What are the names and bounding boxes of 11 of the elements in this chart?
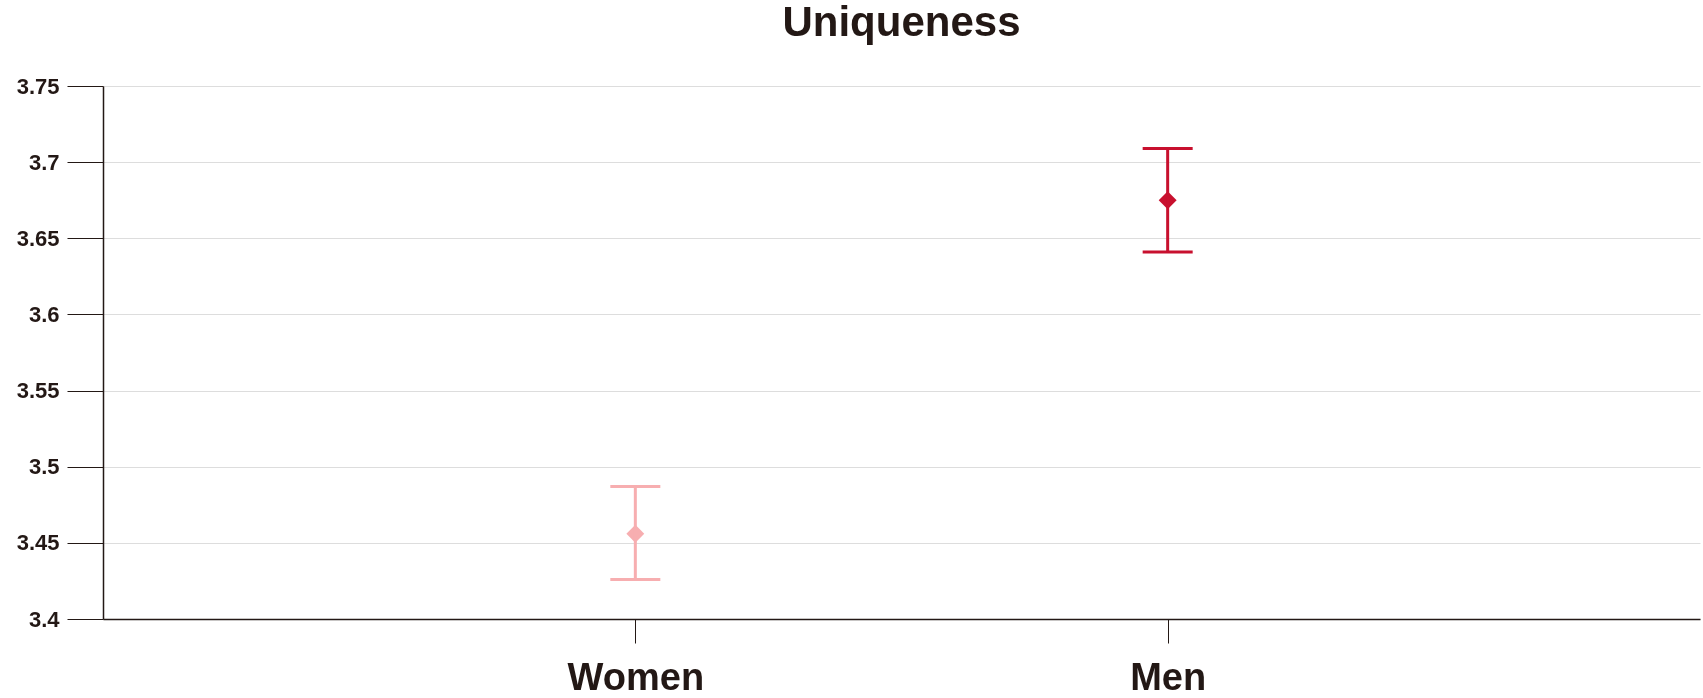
y-tick-label: 3.6 [28, 301, 60, 327]
x-tick-label: Men [1130, 655, 1207, 698]
y-tick-label: 3.5 [28, 454, 60, 480]
chart-title: Uniqueness [782, 0, 1021, 45]
y-tick-label: 3.75 [16, 73, 60, 99]
y-tick-label: 3.55 [16, 378, 60, 404]
y-tick-label: 3.7 [28, 149, 60, 175]
y-tick-label: 3.4 [28, 606, 61, 632]
y-tick-label: 3.45 [16, 530, 60, 556]
y-tick-label: 3.65 [16, 225, 60, 251]
x-tick-label: Women [567, 655, 705, 698]
